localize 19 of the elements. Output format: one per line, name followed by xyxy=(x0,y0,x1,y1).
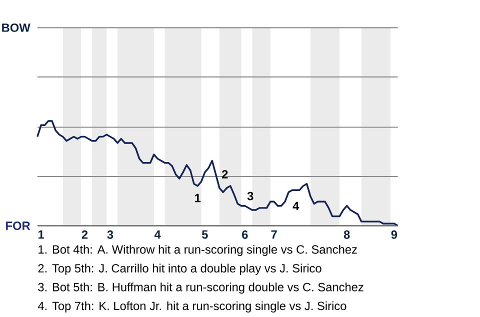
x-tick-label: 4 xyxy=(154,230,161,239)
x-tick-label: 3 xyxy=(107,230,114,239)
annotation: 2 xyxy=(222,170,228,178)
x-tick-label: 9 xyxy=(391,230,398,239)
text: 1. Bot 4th: A. Withrow hit a run-scoring single vs C. Sanchez xyxy=(38,245,357,256)
x-tick-label: 2 xyxy=(82,230,88,239)
x-tick-label: 8 xyxy=(344,230,350,239)
annotation: 4 xyxy=(292,202,300,210)
text: 3. Bot 5th: B. Huffman hit a run-scoring double vs C. Sanchez xyxy=(38,282,364,294)
text: 2. Top 5th: J. Carrillo hit into a double play vs J. Sirico xyxy=(38,264,322,275)
x-tick-label: 6 xyxy=(242,230,248,239)
x-tick-label: 5 xyxy=(202,230,208,239)
x-tick-label: 1 xyxy=(38,230,44,239)
annotation: 3 xyxy=(247,192,254,200)
x-tick-label: 7 xyxy=(271,230,277,239)
text: 4. Top 7th: K. Lofton Jr. hit a run-scoring single vs J. Sirico xyxy=(38,301,346,313)
text: FOR xyxy=(6,222,30,230)
text: BOW xyxy=(2,24,30,32)
annotation: 1 xyxy=(195,194,201,202)
